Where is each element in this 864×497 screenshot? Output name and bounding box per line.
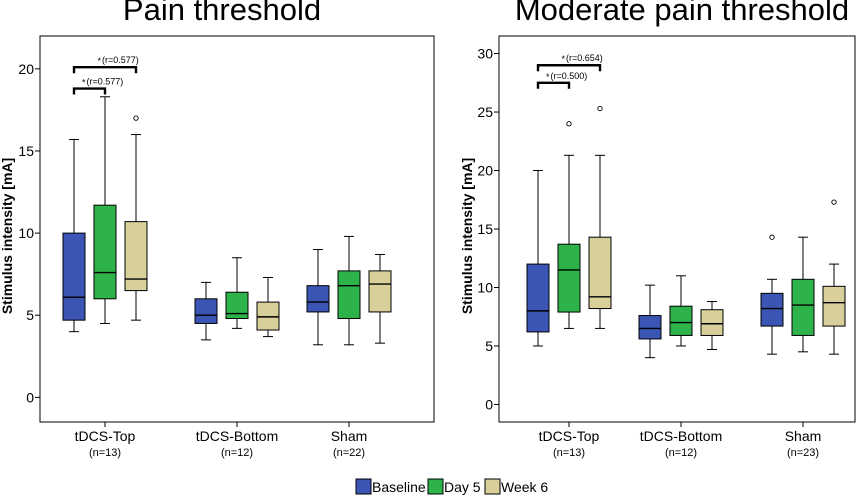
- p2-sham-week-6-box: [822, 285, 846, 327]
- panel-1-y-axis-label: Stimulus intensity [mA]: [0, 158, 15, 314]
- p2-tdcs-top-day-5-outlier-0: [566, 121, 572, 127]
- p1-tdcs-bottom-day-5-box: [225, 291, 249, 320]
- p2-sham-day-5-box: [791, 278, 815, 336]
- p1-significance-1-label: (r=0.577): [87, 77, 124, 87]
- p2-group-label-tdcs-bottom: tDCS-Bottom: [640, 428, 722, 444]
- p2-significance-0-star: *: [561, 54, 565, 64]
- p2-significance-0-bracket: [536, 64, 602, 72]
- panel-2-plot-frame: [498, 35, 856, 423]
- panel-2-title: Moderate pain threshold: [515, 0, 849, 27]
- p1-significance-1-bracket: [72, 87, 107, 95]
- p1-tdcs-top-day-5-box: [93, 204, 117, 300]
- p2-group-label-sham: Sham: [785, 428, 822, 444]
- p1-significance-0-label: (r=0.577): [102, 55, 139, 65]
- legend-swatch-baseline: [355, 478, 372, 495]
- legend-swatch-week6: [484, 478, 501, 495]
- p1-significance-0-star: *: [97, 56, 101, 66]
- p1-tdcs-top-week-6-box: [124, 221, 148, 292]
- p1-sham-baseline-box: [306, 285, 330, 313]
- p2-group-n-tdcs-bottom: (n=12): [665, 447, 697, 459]
- p1-group-label-tdcs-top: tDCS-Top: [75, 428, 136, 444]
- p2-significance-1-label: (r=0.500): [551, 71, 588, 81]
- p2-tdcs-bottom-baseline-box: [638, 315, 662, 340]
- p2-significance-1-bracket: [536, 81, 571, 89]
- p1-significance-0-bracket: [72, 66, 138, 74]
- p1-tdcs-top-week-6-outlier-0: [133, 115, 139, 121]
- p1-sham-week-6-box: [368, 270, 392, 313]
- p2-group-label-tdcs-top: tDCS-Top: [539, 428, 600, 444]
- p2-y-tick-label-30: 30: [477, 46, 493, 62]
- p2-y-tick-label-10: 10: [477, 279, 493, 295]
- p2-y-tick-label-0: 0: [485, 396, 493, 412]
- p2-y-tick-label-15: 15: [477, 221, 493, 237]
- p2-group-n-tdcs-top: (n=13): [553, 447, 585, 459]
- p2-group-n-sham: (n=23): [787, 447, 819, 459]
- panel-1-title: Pain threshold: [123, 0, 321, 27]
- p2-tdcs-bottom-day-5-box: [669, 305, 693, 336]
- p1-tdcs-bottom-baseline-box: [194, 298, 218, 324]
- p2-sham-baseline-box: [760, 292, 784, 327]
- p2-y-tick-label-20: 20: [477, 163, 493, 179]
- p2-significance-0-label: (r=0.654): [566, 53, 603, 63]
- p1-group-label-sham: Sham: [331, 428, 368, 444]
- legend-label-week6: Week 6: [501, 479, 548, 495]
- p1-significance-1-star: *: [82, 78, 86, 88]
- p2-tdcs-top-week-6-box: [588, 236, 612, 310]
- legend: Baseline Day 5 Week 6: [355, 478, 548, 495]
- p1-y-tick-label-0: 0: [26, 389, 34, 405]
- panel-1-marks: 0 5 10 15 20 tDCS-Top (n=13) tDCS-Bottom (n=12) S…: [18, 55, 392, 459]
- p1-y-tick-label-10: 10: [18, 225, 34, 241]
- p2-tdcs-top-day-5-box: [557, 243, 581, 313]
- p1-sham-day-5-box: [337, 270, 361, 320]
- p2-y-tick-label-25: 25: [477, 104, 493, 120]
- panel-2-marks: 0 5 10 15 20 25 30 tDCS-Top (n=13) tDCS-Bottom (n=…: [477, 46, 846, 459]
- p1-tdcs-top-baseline-box: [62, 232, 86, 321]
- p1-tdcs-bottom-week-6-box: [256, 301, 280, 331]
- p1-group-n-tdcs-bottom: (n=12): [221, 447, 253, 459]
- p1-y-tick-label-15: 15: [18, 143, 34, 159]
- p2-tdcs-top-baseline-box: [526, 263, 550, 333]
- p2-tdcs-top-week-6-outlier-0: [597, 105, 603, 112]
- legend-swatch-day5: [427, 478, 444, 495]
- p2-sham-baseline-outlier-0: [769, 234, 775, 240]
- p1-y-tick-label-5: 5: [26, 307, 34, 323]
- legend-label-baseline: Baseline: [372, 479, 426, 495]
- p2-y-tick-label-5: 5: [485, 338, 493, 354]
- p2-significance-1-star: *: [546, 72, 550, 82]
- p2-sham-week-6-outlier-0: [831, 199, 837, 205]
- p1-y-tick-label-20: 20: [18, 61, 34, 77]
- legend-label-day5: Day 5: [444, 479, 481, 495]
- p1-group-n-tdcs-top: (n=13): [89, 447, 121, 459]
- panel-2-y-axis-label: Stimulus intensity [mA]: [459, 158, 475, 314]
- p1-group-label-tdcs-bottom: tDCS-Bottom: [196, 428, 278, 444]
- p2-tdcs-bottom-week-6-box: [700, 309, 724, 336]
- p1-group-n-sham: (n=22): [333, 447, 365, 459]
